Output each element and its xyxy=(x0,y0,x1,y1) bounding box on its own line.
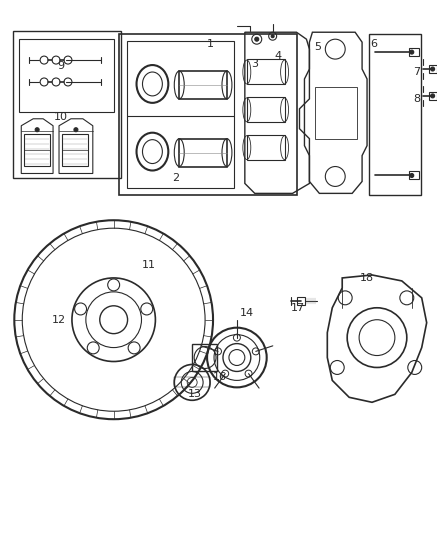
Bar xyxy=(247,97,285,122)
Text: 6: 6 xyxy=(371,39,378,49)
Circle shape xyxy=(431,67,434,71)
Bar xyxy=(409,172,419,180)
Bar xyxy=(429,92,437,100)
Text: 4: 4 xyxy=(274,51,281,61)
Circle shape xyxy=(35,128,39,132)
Circle shape xyxy=(431,94,434,98)
Bar xyxy=(429,65,437,73)
Circle shape xyxy=(74,128,78,132)
Text: 17: 17 xyxy=(290,303,304,313)
Text: 7: 7 xyxy=(413,67,420,77)
Text: 12: 12 xyxy=(52,314,66,325)
Circle shape xyxy=(271,35,274,38)
Bar xyxy=(119,34,297,196)
Text: 14: 14 xyxy=(240,308,254,318)
Bar xyxy=(13,31,120,179)
Bar xyxy=(297,297,305,305)
Bar xyxy=(409,48,419,56)
Circle shape xyxy=(255,37,259,41)
Bar xyxy=(127,41,234,188)
Bar xyxy=(174,377,210,387)
Circle shape xyxy=(410,173,414,177)
Text: 3: 3 xyxy=(251,59,258,69)
Circle shape xyxy=(410,50,414,54)
Bar xyxy=(179,71,227,99)
Bar xyxy=(179,139,227,166)
Text: 9: 9 xyxy=(57,61,64,71)
Bar xyxy=(315,87,357,139)
Bar xyxy=(247,135,285,159)
Text: 13: 13 xyxy=(188,389,202,399)
Bar xyxy=(192,344,217,372)
Text: 2: 2 xyxy=(172,173,179,183)
Bar xyxy=(24,134,50,166)
Bar xyxy=(369,34,421,196)
Text: 10: 10 xyxy=(54,112,68,122)
Text: 11: 11 xyxy=(141,260,155,270)
Text: 16: 16 xyxy=(213,373,227,382)
Text: 8: 8 xyxy=(413,94,420,104)
Text: 5: 5 xyxy=(314,42,321,52)
Bar xyxy=(62,134,88,166)
Bar xyxy=(19,39,114,112)
Bar xyxy=(247,59,285,84)
Text: 1: 1 xyxy=(207,39,214,49)
Text: 18: 18 xyxy=(360,273,374,283)
